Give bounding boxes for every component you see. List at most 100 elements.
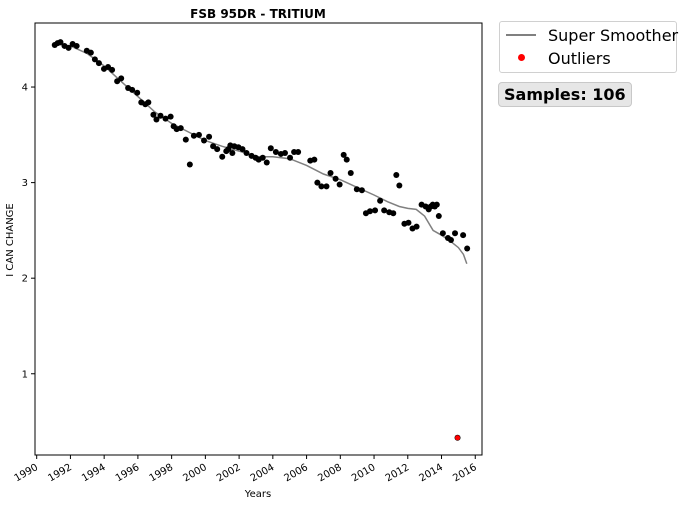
plot-area xyxy=(34,22,483,456)
sample-point xyxy=(460,232,467,239)
sample-point xyxy=(259,154,266,161)
y-tick-label: 3 xyxy=(22,178,28,189)
x-tick-label: 1992 xyxy=(46,462,74,484)
sample-point xyxy=(452,230,459,237)
sample-point xyxy=(435,213,442,220)
sample-point xyxy=(201,137,208,144)
sample-point xyxy=(73,42,80,49)
sample-point xyxy=(57,39,64,46)
sample-point xyxy=(239,146,246,153)
sample-point xyxy=(272,149,279,156)
sample-point xyxy=(323,183,330,190)
sample-point xyxy=(281,149,288,156)
sample-point xyxy=(95,60,102,67)
x-tick-label: 2006 xyxy=(283,462,311,484)
sample-point xyxy=(340,151,347,158)
y-tick-label: 1 xyxy=(22,369,28,380)
legend-label: Super Smoother xyxy=(548,25,679,45)
sample-point xyxy=(267,145,274,152)
sample-point xyxy=(393,171,400,178)
x-tick-label: 1996 xyxy=(114,462,142,484)
sample-point xyxy=(433,201,440,208)
sample-point xyxy=(162,115,169,122)
sample-point xyxy=(358,187,365,194)
x-tick-label: 2000 xyxy=(181,462,209,484)
x-tick-label: 2014 xyxy=(417,462,445,484)
smoother-line xyxy=(53,43,468,265)
x-tick-label: 1990 xyxy=(13,462,41,484)
x-axis-label: Years xyxy=(244,489,271,500)
plot-marks xyxy=(51,39,471,441)
sample-point xyxy=(439,230,446,237)
sample-point xyxy=(157,112,164,119)
sample-point xyxy=(372,207,379,214)
sample-point xyxy=(295,149,302,156)
outlier-point xyxy=(455,435,461,441)
sample-point xyxy=(347,170,354,177)
sample-point xyxy=(167,113,174,120)
legend-item-outliers: Outliers xyxy=(506,47,611,69)
sample-point xyxy=(327,170,334,177)
sample-point xyxy=(287,154,294,161)
sample-point xyxy=(219,153,226,160)
legend-label: Outliers xyxy=(548,48,611,68)
sample-point xyxy=(153,116,160,123)
x-tick-label: 1994 xyxy=(80,462,108,484)
sample-point xyxy=(214,146,221,153)
sample-point xyxy=(109,66,116,73)
sample-point xyxy=(134,89,141,96)
sample-point xyxy=(190,132,197,139)
sample-point xyxy=(206,133,213,140)
sample-point xyxy=(447,236,454,243)
y-tick-label: 4 xyxy=(22,83,28,94)
legend-item-smoother: Super Smoother xyxy=(506,24,678,46)
sample-point xyxy=(91,56,98,63)
sample-point xyxy=(195,131,202,138)
x-tick-label: 1998 xyxy=(148,462,176,484)
sample-point xyxy=(381,207,388,214)
x-tick-label: 2008 xyxy=(316,462,344,484)
sample-point xyxy=(186,161,193,168)
sample-point xyxy=(129,86,136,93)
x-tick-label: 2004 xyxy=(249,462,277,484)
x-axis: 1990 1992 1994 1996 1998 2000 2002 2004 2006 2008… xyxy=(13,455,479,484)
sample-point xyxy=(366,208,373,215)
sample-point xyxy=(413,223,420,230)
x-tick-label: 2016 xyxy=(451,462,479,484)
sample-point xyxy=(343,156,350,163)
sample-point xyxy=(229,149,236,156)
sample-point xyxy=(177,125,184,132)
sample-point xyxy=(396,182,403,189)
samples-count: 106 xyxy=(592,85,626,104)
sample-point xyxy=(390,210,397,217)
sample-point xyxy=(182,136,189,143)
legend-swatch-line xyxy=(506,24,536,46)
x-tick-label: 2012 xyxy=(384,462,412,484)
y-axis-label: I CAN CHANGE xyxy=(5,203,16,277)
sample-point xyxy=(314,179,321,186)
y-axis: 1 2 3 4 xyxy=(22,83,35,380)
sample-point xyxy=(145,99,152,106)
sample-point xyxy=(332,175,339,182)
sample-point xyxy=(118,75,125,82)
sample-point xyxy=(318,183,325,190)
sample-point xyxy=(65,44,72,51)
sample-point xyxy=(263,159,270,166)
sample-point xyxy=(243,149,250,156)
y-tick-label: 2 xyxy=(22,274,28,285)
samples-label: Samples xyxy=(504,85,581,104)
samples-annotation: Samples: 106 xyxy=(498,82,632,107)
sample-point xyxy=(353,186,360,193)
legend: Super Smoother Outliers xyxy=(499,21,678,73)
sample-point xyxy=(464,245,471,252)
sample-point xyxy=(405,219,412,226)
legend-swatch-dot xyxy=(506,47,536,69)
sample-point xyxy=(336,181,343,188)
chart-title: FSB 95DR - TRITIUM xyxy=(190,7,326,21)
x-tick-label: 2002 xyxy=(215,462,243,484)
sample-point xyxy=(150,111,157,118)
sample-point xyxy=(311,156,318,163)
sample-point xyxy=(87,49,94,56)
sample-point xyxy=(377,197,384,204)
